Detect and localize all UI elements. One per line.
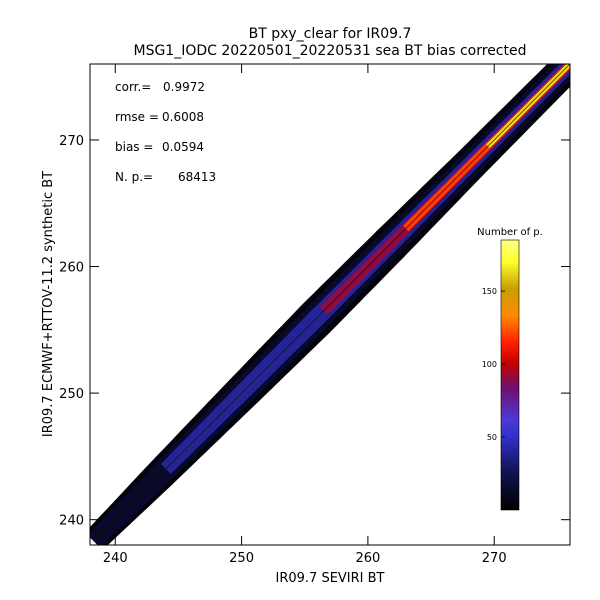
stat-value: 0.9972: [163, 80, 205, 94]
x-tick-label: 270: [482, 551, 507, 566]
x-axis: 240 250 260 270: [103, 64, 507, 566]
stat-value: 0.6008: [162, 110, 204, 124]
stat-label: N. p.=: [115, 170, 153, 184]
x-axis-label: IR09.7 SEVIRI BT: [276, 571, 385, 586]
stat-label: bias =: [115, 140, 153, 154]
stat-value: 0.0594: [162, 140, 204, 154]
y-tick-label: 240: [59, 514, 84, 529]
stats-block: corr.= 0.9972 rmse = 0.6008 bias = 0.0594 N. p…: [115, 80, 216, 184]
x-tick-label: 250: [229, 551, 254, 566]
chart-subtitle: MSG1_IODC 20220501_20220531 sea BT bias …: [133, 43, 526, 59]
colorbar-tick-label: 100: [482, 360, 497, 369]
colorbar: [500, 239, 520, 511]
y-tick-label: 250: [59, 387, 84, 402]
x-tick-label: 240: [103, 551, 128, 566]
stat-value: 68413: [178, 170, 216, 184]
plot-frame: [89, 63, 571, 546]
y-tick-label: 260: [59, 261, 84, 276]
stat-label: corr.=: [115, 80, 151, 94]
colorbar-tick-label: 50: [487, 433, 497, 442]
colorbar-ticks: 50 100 150: [482, 287, 505, 442]
colorbar-tick-label: 150: [482, 287, 497, 296]
stat-label: rmse =: [115, 110, 159, 124]
colorbar-title: Number of p.: [477, 227, 543, 238]
chart-title: BT pxy_clear for IR09.7: [249, 26, 412, 42]
y-tick-label: 270: [59, 134, 84, 149]
one-to-one-line: [93, 63, 571, 542]
y-axis-label: IR09.7 ECMWF+RTTOV-11.2 synthetic BT: [41, 171, 56, 437]
y-axis: 240 250 260 270: [59, 134, 570, 529]
x-tick-label: 260: [355, 551, 380, 566]
